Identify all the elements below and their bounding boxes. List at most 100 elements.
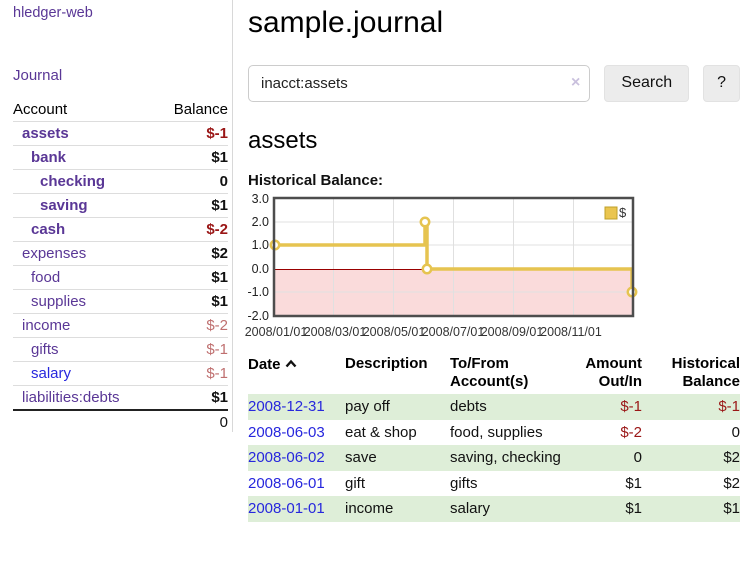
account-link-liabilities-debts[interactable]: liabilities:debts xyxy=(22,389,120,406)
account-row: bank $1 xyxy=(13,145,228,170)
y-tick: -1.0 xyxy=(247,285,269,299)
txn-row: 2008-06-02 save saving, checking 0 $2 xyxy=(248,445,740,471)
column-header-amount: Amount Out/In xyxy=(585,354,642,391)
account-link-gifts[interactable]: gifts xyxy=(31,341,59,358)
account-link-supplies[interactable]: supplies xyxy=(31,293,87,310)
txn-row: 2008-06-03 eat & shop food, supplies $-2… xyxy=(248,420,740,446)
txn-date-link[interactable]: 2008-12-31 xyxy=(248,398,325,415)
account-row: checking 0 xyxy=(13,169,228,194)
txn-description: income xyxy=(345,496,450,522)
account-row: cash $-2 xyxy=(13,217,228,242)
txn-date-link[interactable]: 2008-06-02 xyxy=(248,449,325,466)
historical-balance-chart: $ 3.0 2.0 1.0 0.0 -1.0 -2.0 2008/01/01 2… xyxy=(245,192,638,339)
x-axis-ticks: 2008/01/01 2008/03/01 2008/05/01 2008/07… xyxy=(245,325,602,339)
account-row: assets $-1 xyxy=(13,121,228,146)
txn-amount: $1 xyxy=(625,474,642,492)
column-header-accounts: To/From Account(s) xyxy=(450,354,529,391)
txn-date-link[interactable]: 2008-06-01 xyxy=(248,474,325,492)
txn-row: 2008-01-01 income salary $1 $1 xyxy=(248,496,740,522)
account-balance: $-1 xyxy=(155,337,228,362)
txn-description: eat & shop xyxy=(345,423,417,441)
chart-border xyxy=(272,196,635,317)
txn-amount: $-2 xyxy=(620,423,642,441)
account-row: income $-2 xyxy=(13,313,228,338)
help-button[interactable]: ? xyxy=(703,64,740,102)
account-link-expenses[interactable]: expenses xyxy=(22,245,87,262)
x-tick: 2008/09/01 xyxy=(481,325,544,339)
txn-amount: 0 xyxy=(570,445,650,471)
x-tick: 2008/03/01 xyxy=(304,325,367,339)
sidebar: hledger-web Journal Account Balance asse… xyxy=(0,0,233,434)
account-link-checking[interactable]: checking xyxy=(40,173,106,190)
x-tick: 2008/05/01 xyxy=(363,325,426,339)
account-balance: $-2 xyxy=(155,313,228,338)
app-title-link[interactable]: hledger-web xyxy=(13,5,93,21)
page-title: sample.journal xyxy=(248,6,444,39)
search-button[interactable]: Search xyxy=(604,64,690,102)
account-link-income[interactable]: income xyxy=(22,317,71,334)
account-link-salary[interactable]: salary xyxy=(31,365,72,382)
account-balance: $1 xyxy=(155,265,228,290)
y-tick: 3.0 xyxy=(252,192,269,206)
legend-swatch-icon xyxy=(604,206,618,219)
chart-gridlines xyxy=(275,198,632,315)
accounts-header-row: Account Balance xyxy=(13,98,228,122)
txn-description: save xyxy=(345,445,450,471)
column-header-description: Description xyxy=(345,354,428,372)
account-balance: $2 xyxy=(155,241,228,266)
account-row: gifts $-1 xyxy=(13,337,228,362)
account-row: liabilities:debts $1 xyxy=(13,385,228,411)
register-header-row: Date Description To/From Account(s) Amou… xyxy=(248,354,740,395)
search-input[interactable] xyxy=(248,64,591,102)
txn-accounts: debts xyxy=(450,394,570,420)
account-balance: 0 xyxy=(155,169,228,194)
account-balance: $-2 xyxy=(155,217,228,242)
historical-balance-label: Historical Balance: xyxy=(248,171,384,189)
txn-accounts: saving, checking xyxy=(450,445,570,471)
account-link-cash[interactable]: cash xyxy=(31,221,66,238)
account-balance: $-1 xyxy=(155,361,228,386)
search-form: × Search ? xyxy=(248,64,740,102)
account-link-bank[interactable]: bank xyxy=(31,149,67,166)
accounts-header-account: Account xyxy=(13,98,156,122)
column-header-date[interactable]: Date xyxy=(248,354,345,395)
account-row: supplies $1 xyxy=(13,289,228,314)
txn-amount: $-1 xyxy=(570,394,650,420)
account-heading: assets xyxy=(248,126,318,154)
account-balance: $1 xyxy=(155,289,228,314)
account-link-food[interactable]: food xyxy=(31,269,61,286)
account-row: food $1 xyxy=(13,265,228,290)
txn-balance: $1 xyxy=(650,496,740,522)
txn-row: 2008-06-01 gift gifts $1 $2 xyxy=(248,471,740,497)
clear-search-icon[interactable]: × xyxy=(571,73,581,91)
register-table: Date Description To/From Account(s) Amou… xyxy=(248,354,740,522)
accounts-header-balance: Balance xyxy=(155,98,228,122)
date-header-label: Date xyxy=(248,355,281,373)
txn-row: 2008-12-31 pay off debts $-1 $-1 xyxy=(248,394,740,420)
y-tick: 1.0 xyxy=(252,238,269,252)
accounts-total: 0 xyxy=(155,409,228,434)
sidebar-item-journal[interactable]: Journal xyxy=(13,67,63,84)
account-balance: $1 xyxy=(155,385,228,411)
txn-accounts: salary xyxy=(450,496,570,522)
txn-description: gift xyxy=(345,474,366,492)
account-link-saving[interactable]: saving xyxy=(40,197,88,214)
y-tick: 0.0 xyxy=(252,262,269,276)
y-axis-ticks: 3.0 2.0 1.0 0.0 -1.0 -2.0 xyxy=(247,192,269,323)
txn-amount: $1 xyxy=(570,496,650,522)
account-link-assets[interactable]: assets xyxy=(22,125,69,142)
y-tick: 2.0 xyxy=(252,215,269,229)
txn-accounts: gifts xyxy=(450,474,478,492)
x-tick: 2008/01/01 xyxy=(245,325,308,339)
account-row: saving $1 xyxy=(13,193,228,218)
y-tick: -2.0 xyxy=(247,309,269,323)
txn-date-link[interactable]: 2008-01-01 xyxy=(248,500,325,517)
txn-date-link[interactable]: 2008-06-03 xyxy=(248,423,325,441)
column-header-balance: Historical Balance xyxy=(671,354,740,391)
account-row: expenses $2 xyxy=(13,241,228,266)
main-content: sample.journal × Search ? assets Histori… xyxy=(245,0,740,522)
account-row: salary $-1 xyxy=(13,361,228,386)
sort-ascending-icon xyxy=(285,355,297,374)
account-balance: $-1 xyxy=(155,121,228,146)
txn-description: pay off xyxy=(345,394,450,420)
